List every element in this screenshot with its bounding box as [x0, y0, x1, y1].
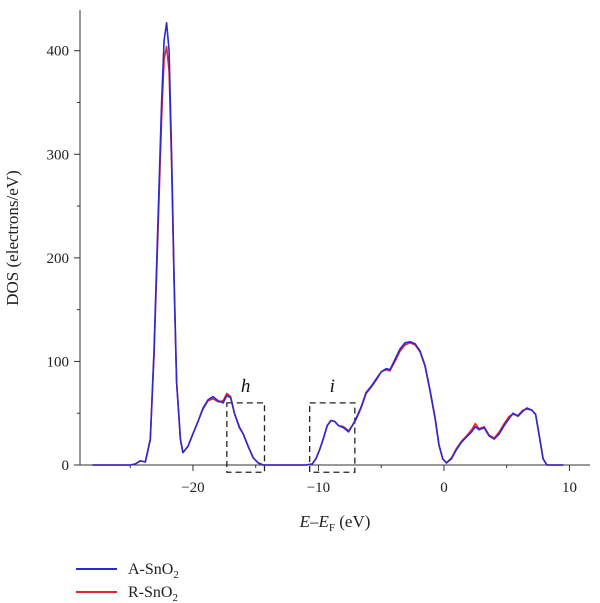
- y-tick-label: 0: [62, 458, 70, 474]
- legend-a-base: A-SnO: [128, 561, 173, 578]
- legend: A-SnO2 R-SnO2: [76, 561, 179, 603]
- annotation-label-h: h: [241, 376, 251, 397]
- x-label-dash: –: [309, 512, 319, 531]
- x-tick-label: 10: [562, 480, 577, 496]
- plot-frame: [79, 10, 590, 466]
- y-axis-label: DOS (electrons/eV): [3, 170, 22, 306]
- y-tick-label: 400: [47, 44, 70, 60]
- x-label-ef: E: [317, 512, 329, 531]
- annotation-box-h: [226, 402, 266, 473]
- legend-label-a-sno2: A-SnO2: [128, 561, 179, 581]
- x-axis-label: E–EF (eV): [299, 512, 371, 534]
- series-line-a-sno2: [92, 22, 564, 466]
- x-tick-label: −10: [307, 480, 330, 496]
- x-label-ef-sub: F: [329, 522, 335, 534]
- x-tick-label: 0: [440, 480, 448, 496]
- legend-r-sub: 2: [172, 592, 178, 603]
- legend-label-r-sno2: R-SnO2: [128, 584, 178, 603]
- x-label-e: E: [299, 512, 311, 531]
- legend-a-sub: 2: [173, 569, 179, 581]
- legend-r-base: R-SnO: [128, 584, 172, 601]
- y-tick-label: 100: [47, 354, 70, 370]
- annotation-box-i: [309, 402, 356, 473]
- y-tick-label: 300: [47, 147, 70, 163]
- y-tick-label: 200: [47, 251, 70, 267]
- annotation-label-i: i: [330, 376, 335, 397]
- series-line-r-sno2: [92, 45, 564, 466]
- series-layer: [92, 22, 564, 466]
- x-label-unit: (eV): [335, 512, 370, 531]
- x-tick-label: −20: [181, 480, 204, 496]
